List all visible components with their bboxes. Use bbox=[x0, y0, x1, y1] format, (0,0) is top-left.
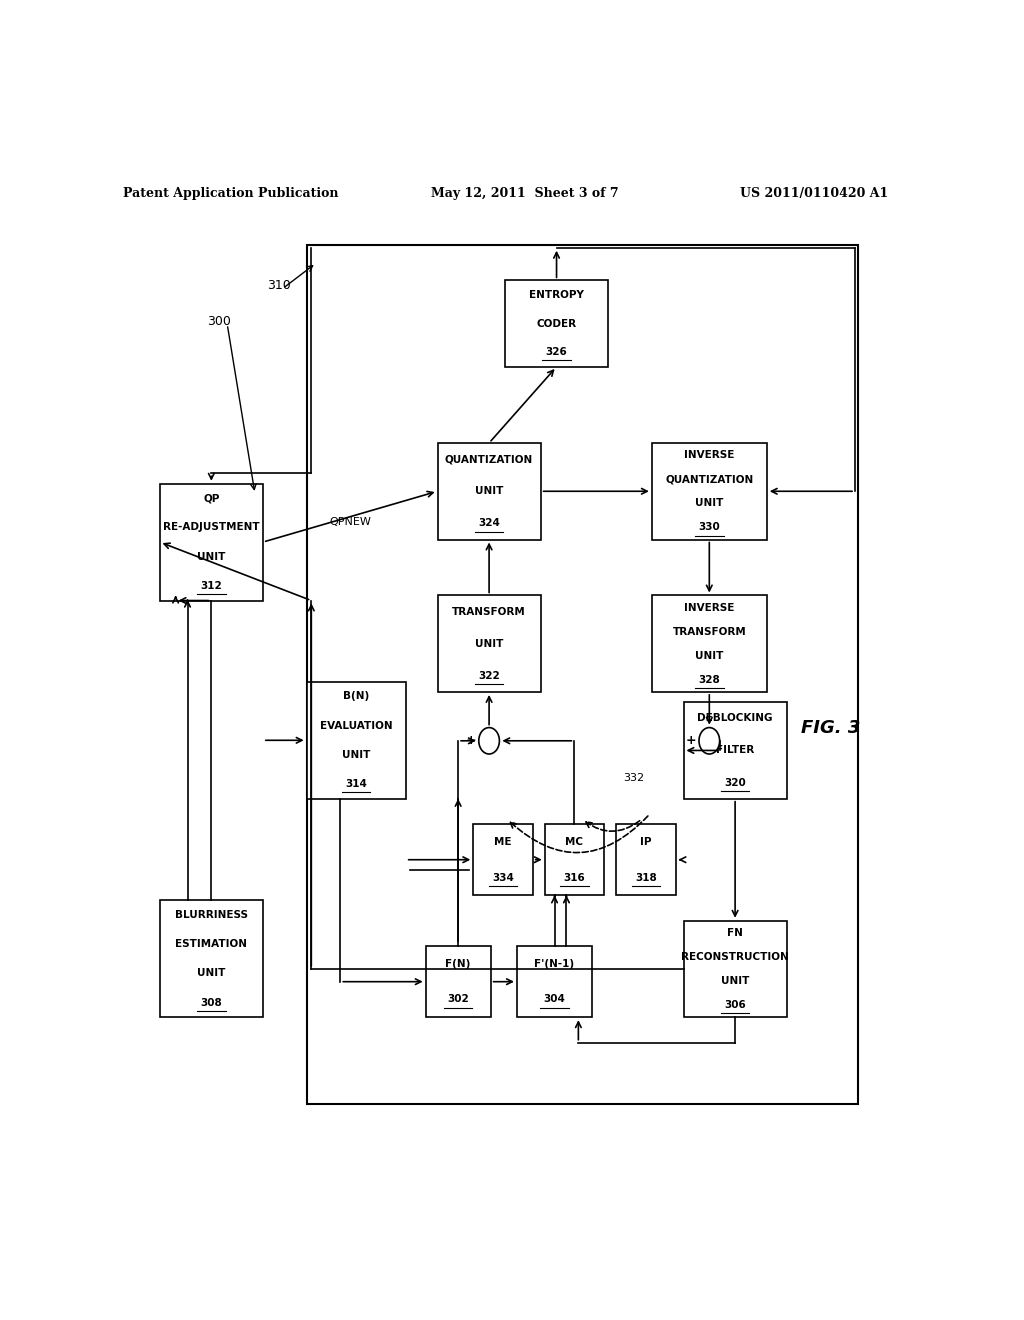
Circle shape bbox=[479, 727, 500, 754]
Text: UNIT: UNIT bbox=[198, 552, 225, 562]
Text: F'(N-1): F'(N-1) bbox=[535, 958, 574, 969]
Text: B(N): B(N) bbox=[343, 692, 370, 701]
Text: 320: 320 bbox=[724, 777, 745, 788]
Text: 324: 324 bbox=[478, 519, 500, 528]
Text: +: + bbox=[466, 734, 476, 747]
FancyBboxPatch shape bbox=[652, 595, 767, 692]
FancyBboxPatch shape bbox=[306, 244, 858, 1104]
Text: UNIT: UNIT bbox=[198, 969, 225, 978]
Text: +: + bbox=[686, 734, 696, 747]
FancyBboxPatch shape bbox=[426, 946, 490, 1018]
Text: May 12, 2011  Sheet 3 of 7: May 12, 2011 Sheet 3 of 7 bbox=[431, 187, 618, 201]
Text: INVERSE: INVERSE bbox=[684, 450, 734, 461]
Text: IP: IP bbox=[640, 837, 651, 847]
Text: MC: MC bbox=[565, 837, 584, 847]
FancyBboxPatch shape bbox=[684, 702, 786, 799]
Text: QUANTIZATION: QUANTIZATION bbox=[666, 474, 754, 484]
Text: EVALUATION: EVALUATION bbox=[319, 721, 392, 731]
Text: BLURRINESS: BLURRINESS bbox=[175, 909, 248, 920]
Text: UNIT: UNIT bbox=[342, 750, 371, 760]
FancyBboxPatch shape bbox=[505, 280, 608, 367]
Text: CODER: CODER bbox=[537, 318, 577, 329]
Text: 326: 326 bbox=[546, 347, 567, 358]
FancyBboxPatch shape bbox=[437, 444, 541, 540]
Text: FN: FN bbox=[727, 928, 743, 937]
Text: UNIT: UNIT bbox=[721, 975, 750, 986]
Text: ENTROPY: ENTROPY bbox=[529, 290, 584, 300]
Text: 308: 308 bbox=[201, 998, 222, 1007]
Text: QPNEW: QPNEW bbox=[330, 517, 371, 527]
Text: 322: 322 bbox=[478, 671, 500, 681]
Text: 318: 318 bbox=[635, 873, 656, 883]
Text: TRANSFORM: TRANSFORM bbox=[453, 607, 526, 616]
FancyBboxPatch shape bbox=[306, 682, 406, 799]
Text: QUANTIZATION: QUANTIZATION bbox=[445, 454, 534, 465]
Text: 334: 334 bbox=[493, 873, 514, 883]
Text: QP: QP bbox=[203, 494, 219, 503]
FancyBboxPatch shape bbox=[473, 824, 532, 895]
Text: Patent Application Publication: Patent Application Publication bbox=[124, 187, 339, 201]
FancyBboxPatch shape bbox=[684, 921, 786, 1018]
FancyBboxPatch shape bbox=[437, 595, 541, 692]
Text: 314: 314 bbox=[345, 779, 367, 789]
Text: 328: 328 bbox=[698, 675, 720, 685]
Text: 304: 304 bbox=[544, 994, 565, 1005]
FancyBboxPatch shape bbox=[616, 824, 676, 895]
Text: 330: 330 bbox=[698, 523, 720, 532]
FancyBboxPatch shape bbox=[160, 900, 263, 1018]
Text: FIG. 3: FIG. 3 bbox=[801, 718, 860, 737]
FancyBboxPatch shape bbox=[160, 483, 263, 601]
Text: 306: 306 bbox=[724, 1001, 745, 1010]
Text: 316: 316 bbox=[563, 873, 586, 883]
Text: UNIT: UNIT bbox=[475, 486, 503, 496]
FancyBboxPatch shape bbox=[652, 444, 767, 540]
FancyBboxPatch shape bbox=[545, 824, 604, 895]
Text: ME: ME bbox=[495, 837, 512, 847]
Text: US 2011/0110420 A1: US 2011/0110420 A1 bbox=[740, 187, 889, 201]
FancyBboxPatch shape bbox=[517, 946, 592, 1018]
Text: DEBLOCKING: DEBLOCKING bbox=[697, 713, 773, 723]
Text: 312: 312 bbox=[201, 581, 222, 591]
Text: UNIT: UNIT bbox=[695, 499, 724, 508]
Text: FILTER: FILTER bbox=[716, 746, 755, 755]
Text: UNIT: UNIT bbox=[695, 651, 724, 661]
Circle shape bbox=[699, 727, 720, 754]
Text: RE-ADJUSTMENT: RE-ADJUSTMENT bbox=[163, 523, 260, 532]
Text: 300: 300 bbox=[207, 314, 231, 327]
Text: 302: 302 bbox=[447, 994, 469, 1005]
Text: UNIT: UNIT bbox=[475, 639, 503, 648]
Text: 332: 332 bbox=[624, 774, 644, 783]
Text: RECONSTRUCTION: RECONSTRUCTION bbox=[681, 952, 788, 962]
Text: TRANSFORM: TRANSFORM bbox=[673, 627, 746, 636]
Text: F(N): F(N) bbox=[445, 958, 471, 969]
Text: 310: 310 bbox=[267, 279, 291, 292]
Text: ESTIMATION: ESTIMATION bbox=[175, 940, 248, 949]
Text: INVERSE: INVERSE bbox=[684, 602, 734, 612]
